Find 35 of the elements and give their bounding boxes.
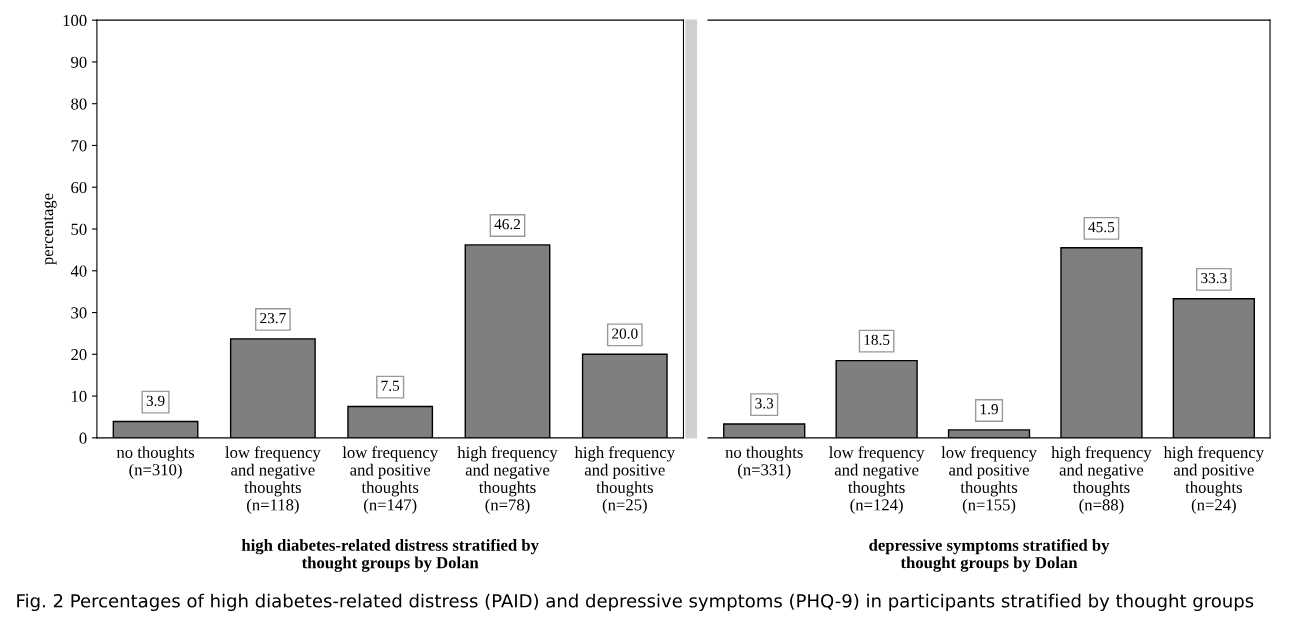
x-tick-label: low frequency and positive thoughts (n=147): [342, 446, 439, 514]
caption: Fig. 2 Percentages of high diabetes-related distress (PAID) and depressive symptoms (PHQ-9) in participants stratified by thought groups: [17, 593, 1254, 612]
x-tick-label: no thoughts (n=310): [116, 446, 195, 479]
x-tick-label: no thoughts (n=331): [725, 446, 803, 479]
data-label: 45.5: [1088, 221, 1115, 233]
x-tick-label: low frequency and negative thoughts (n=124): [829, 446, 925, 514]
y-tick-label: 10: [71, 390, 87, 403]
x-tick-label: high frequency and negative thoughts (n=88): [1051, 446, 1152, 514]
data-label: 3.3: [755, 398, 774, 409]
x-tick-label: high frequency and positive thoughts (n=25): [574, 446, 675, 514]
x-axis-title: depressive symptoms stratified by thought groups by Dolan: [869, 538, 1110, 572]
data-label: 46.2: [494, 219, 521, 230]
x-tick-label: low frequency and negative thoughts (n=118): [225, 446, 321, 514]
data-label: 23.7: [260, 312, 286, 324]
data-label: 33.3: [1201, 272, 1227, 284]
y-tick-label: 40: [70, 265, 87, 277]
y-tick-label: 90: [71, 56, 87, 68]
x-tick-label: high frequency and positive thoughts (n=24): [1163, 446, 1264, 514]
y-tick-label: 100: [63, 14, 87, 27]
y-axis-title: percentage: [43, 193, 57, 265]
x-tick-label: low frequency and positive thoughts (n=155): [941, 446, 1037, 514]
y-tick-label: 60: [71, 181, 87, 194]
y-tick-label: 50: [71, 223, 87, 235]
data-label: 3.9: [146, 395, 165, 407]
y-tick-label: 0: [79, 432, 87, 444]
x-axis-title: high diabetes-related distress stratified by thought groups by Dolan: [241, 538, 539, 572]
data-label: 7.5: [381, 380, 400, 391]
y-tick-label: 80: [71, 98, 87, 110]
y-tick-label: 20: [71, 349, 87, 361]
y-tick-label: 70: [71, 140, 87, 152]
data-label: 1.9: [980, 404, 998, 415]
y-tick-label: 30: [71, 307, 87, 319]
data-label: 18.5: [864, 334, 890, 346]
x-tick-label: high frequency and negative thoughts (n=78): [457, 446, 558, 514]
data-label: 20.0: [612, 328, 638, 339]
